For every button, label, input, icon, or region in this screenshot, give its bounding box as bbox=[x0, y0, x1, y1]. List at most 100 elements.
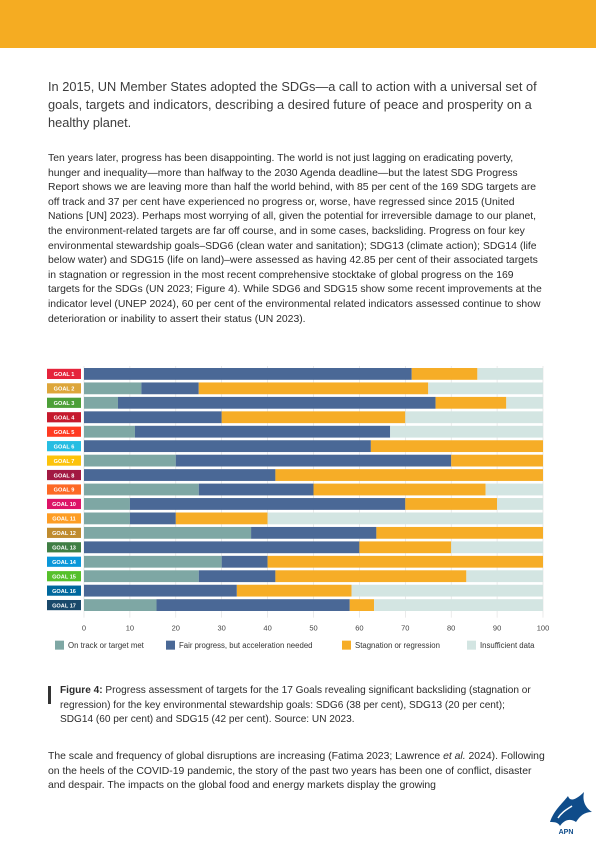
goal-label-badge bbox=[47, 571, 81, 582]
bar-segment bbox=[435, 396, 507, 409]
bar-segment bbox=[134, 425, 391, 438]
bar-segment bbox=[84, 584, 237, 597]
goal-label: GOAL 1 bbox=[54, 372, 75, 378]
goal-label: GOAL 2 bbox=[54, 387, 75, 393]
bar-segment bbox=[374, 599, 543, 611]
bar-segment bbox=[84, 570, 199, 583]
bar-segment bbox=[405, 411, 543, 424]
intro-paragraph: In 2015, UN Member States adopted the SD… bbox=[48, 79, 537, 130]
closing-text-1: The scale and frequency of global disrup… bbox=[48, 751, 444, 762]
bar-segment bbox=[275, 570, 467, 583]
goal-label-badge bbox=[47, 455, 81, 466]
bar-segment bbox=[405, 498, 498, 510]
bar-segment bbox=[466, 570, 543, 583]
bar-segment bbox=[84, 555, 222, 568]
caption-marker bbox=[48, 686, 51, 704]
goal-label-badge bbox=[47, 397, 81, 408]
apn-logo: APN bbox=[550, 792, 592, 836]
x-tick-label: 50 bbox=[309, 624, 317, 633]
bar-segment bbox=[117, 396, 436, 409]
bar-segment bbox=[84, 469, 276, 481]
x-tick-label: 10 bbox=[126, 624, 134, 633]
bar-segment bbox=[411, 368, 478, 380]
goal-label: GOAL 11 bbox=[52, 517, 76, 523]
goal-label: GOAL 13 bbox=[52, 546, 76, 552]
bar-segment bbox=[129, 498, 406, 510]
goal-label-badge bbox=[47, 368, 81, 379]
x-tick-label: 60 bbox=[355, 624, 363, 633]
bar-segment bbox=[485, 483, 543, 496]
bar-segment bbox=[497, 498, 543, 510]
goal-label-badge bbox=[47, 498, 81, 510]
bar-segment bbox=[84, 454, 176, 467]
bar-segment bbox=[84, 440, 371, 453]
bar-segment bbox=[349, 599, 375, 611]
goal-label-badge bbox=[47, 542, 81, 553]
bar-segment bbox=[477, 368, 543, 380]
x-axis-ticks: 0 10 20 30 40 50 60 70 80 90 100 bbox=[82, 624, 549, 633]
bar-segment bbox=[267, 512, 543, 525]
bar-segment bbox=[84, 498, 130, 510]
goal-labels: GOAL 1 GOAL 2 GOAL 3 GOAL 4 GOAL 5 GOAL 6 GOAL… bbox=[47, 368, 81, 611]
bar-segment bbox=[198, 382, 429, 395]
bar-segment bbox=[267, 555, 543, 568]
goal-label: GOAL 9 bbox=[54, 488, 75, 494]
bar-segment bbox=[506, 396, 543, 409]
x-tick-label: 100 bbox=[537, 624, 550, 633]
goal-label: GOAL 15 bbox=[52, 574, 76, 580]
bar-segment bbox=[175, 512, 268, 525]
bar-segment bbox=[351, 584, 543, 597]
figure-caption: Figure 4: Progress assessment of targets… bbox=[60, 684, 540, 728]
bar-segment bbox=[84, 368, 412, 380]
bar-segment bbox=[84, 512, 130, 525]
x-tick-label: 20 bbox=[172, 624, 180, 633]
x-tick-label: 80 bbox=[447, 624, 455, 633]
goal-label: GOAL 10 bbox=[52, 502, 76, 508]
bar-segment bbox=[84, 541, 360, 554]
bar-segment bbox=[236, 584, 352, 597]
bar-segment bbox=[84, 425, 135, 438]
goal-label-badge bbox=[47, 600, 81, 611]
goal-label-badge bbox=[47, 527, 81, 538]
closing-text-italic: et al. bbox=[443, 751, 466, 762]
x-tick-label: 70 bbox=[401, 624, 409, 633]
goal-label: GOAL 4 bbox=[54, 415, 76, 421]
bar-segment bbox=[156, 599, 350, 611]
bar-segment bbox=[221, 555, 268, 568]
goal-label-badge bbox=[47, 441, 81, 452]
bar-segment bbox=[198, 570, 276, 583]
goal-label-badge bbox=[47, 426, 81, 437]
bar-segment bbox=[84, 382, 142, 395]
bar-segment bbox=[84, 526, 252, 539]
goal-label-badge bbox=[47, 585, 81, 596]
bar-segment bbox=[376, 526, 543, 539]
legend-label: Fair progress, but acceleration needed bbox=[179, 641, 313, 650]
closing-text-2: 2024). Following on the heels of the COV… bbox=[48, 751, 545, 792]
x-tick-label: 0 bbox=[82, 624, 86, 633]
legend-label: Stagnation or regression bbox=[355, 641, 440, 650]
legend-swatch bbox=[342, 640, 351, 650]
bar-segment bbox=[370, 440, 543, 453]
header-band bbox=[0, 0, 596, 48]
chart-bars bbox=[84, 368, 543, 611]
goal-label: GOAL 6 bbox=[54, 444, 75, 450]
goal-label-badge bbox=[47, 484, 81, 495]
goal-label-badge bbox=[47, 412, 81, 423]
legend-swatch bbox=[166, 640, 175, 650]
x-tick-label: 40 bbox=[263, 624, 271, 633]
legend-label: Insufficient data bbox=[480, 641, 535, 650]
legend-label: On track or target met bbox=[68, 641, 145, 650]
goal-label: GOAL 16 bbox=[52, 589, 76, 595]
bar-segment bbox=[141, 382, 199, 395]
goal-label: GOAL 3 bbox=[54, 401, 75, 407]
bar-segment bbox=[84, 411, 222, 424]
bar-segment bbox=[275, 469, 543, 481]
bar-segment bbox=[175, 454, 452, 467]
goal-label: GOAL 17 bbox=[52, 603, 76, 609]
bar-segment bbox=[451, 454, 543, 467]
legend-swatch bbox=[55, 640, 64, 650]
bar-segment bbox=[251, 526, 377, 539]
goal-label: GOAL 14 bbox=[52, 560, 77, 566]
body-paragraph: Ten years later, progress has been disap… bbox=[48, 153, 542, 325]
